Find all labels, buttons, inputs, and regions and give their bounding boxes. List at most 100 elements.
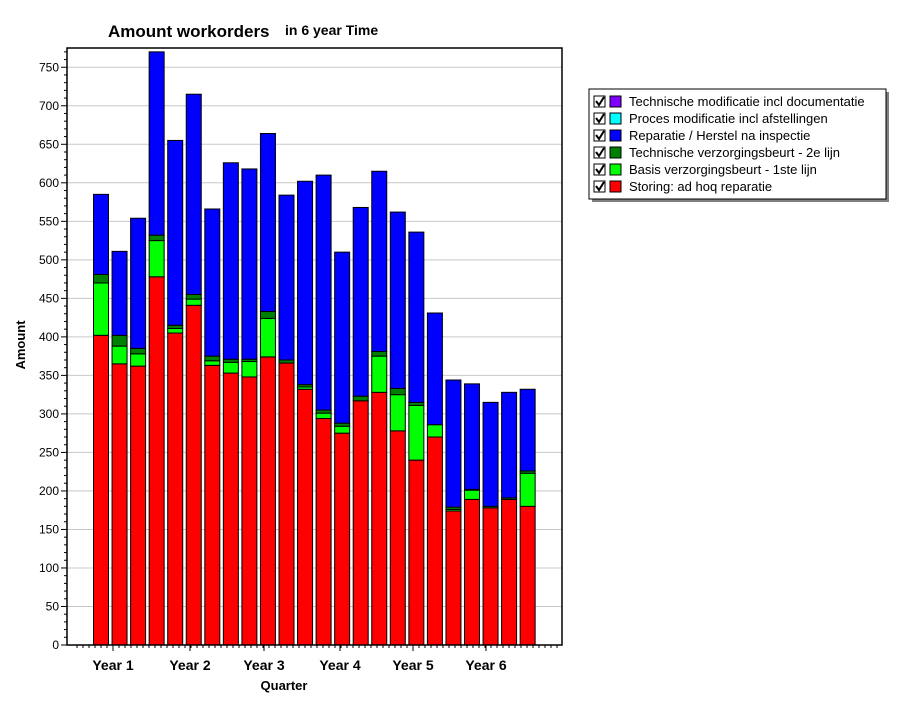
bar-segment: [167, 139, 184, 326]
bar-segment: [389, 211, 406, 389]
legend-label: Proces modificatie incl afstellingen: [629, 111, 828, 126]
checkmark-icon: [595, 96, 605, 107]
bar-segment: [371, 351, 388, 357]
bar-segment: [241, 361, 258, 378]
checkmark-icon: [595, 113, 605, 124]
legend-swatch: [609, 112, 622, 125]
bar-segment: [389, 430, 406, 646]
bar-segment: [148, 51, 165, 236]
legend-checkbox[interactable]: [593, 95, 606, 108]
bar-segment: [408, 404, 425, 461]
bar-segment: [130, 347, 147, 355]
bars: [93, 51, 536, 646]
bar-segment: [185, 298, 202, 306]
bar-segment: [148, 240, 165, 278]
legend-label: Storing: ad hoq reparatie: [629, 179, 772, 194]
bar-segment: [445, 379, 462, 508]
plot-frame: [66, 47, 563, 646]
chart-subtitle: in 6 year Time: [285, 22, 378, 38]
y-tick-label: 200: [39, 484, 59, 498]
legend-item[interactable]: Basis verzorgingsbeurt - 1ste lijn: [593, 162, 817, 177]
legend-item[interactable]: Storing: ad hoq reparatie: [593, 179, 772, 194]
bar-segment: [334, 432, 351, 646]
bar-segment: [93, 193, 109, 275]
legend-item[interactable]: Technische verzorgingsbeurt - 2e lijn: [593, 145, 840, 160]
legend-checkbox[interactable]: [593, 112, 606, 125]
x-tick-label: Year 6: [465, 657, 506, 673]
bar-segment: [408, 231, 425, 403]
bar-segment: [315, 174, 332, 411]
legend-swatch: [609, 180, 622, 193]
bar-segment: [389, 387, 406, 396]
bar-segment: [241, 376, 258, 646]
axes: 0 50 100 150 200 250 300 350 400 450 500 550 600 650 7…: [39, 47, 563, 673]
legend-label: Reparatie / Herstel na inspectie: [629, 128, 810, 143]
bar-segment: [464, 383, 480, 490]
bar-segment: [482, 401, 499, 507]
bar-segment: [501, 498, 518, 646]
bar-segment: [297, 388, 314, 646]
bar-segment: [93, 273, 109, 284]
bar-segment: [371, 170, 388, 353]
legend-checkbox[interactable]: [593, 180, 606, 193]
x-tick-label: Year 3: [243, 657, 284, 673]
legend-item[interactable]: Technische modificatie incl documentatie: [593, 94, 865, 109]
bar-segment: [334, 425, 351, 434]
bar-segment: [501, 391, 518, 499]
bar-segment: [278, 362, 295, 646]
legend-label: Technische modificatie incl documentatie: [629, 94, 865, 109]
y-tick-label: 250: [39, 445, 59, 459]
bar-segment: [352, 400, 369, 646]
bar-segment: [111, 334, 128, 347]
legend[interactable]: Technische modificatie incl documentatie…: [588, 88, 889, 202]
bar-segment: [389, 394, 406, 432]
legend-checkbox[interactable]: [593, 163, 606, 176]
bar-segment: [371, 355, 388, 393]
bar-segment: [148, 234, 165, 242]
legend-item[interactable]: Reparatie / Herstel na inspectie: [593, 128, 810, 143]
bar-segment: [259, 133, 276, 312]
bar-segment: [445, 510, 462, 646]
bar-segment: [352, 206, 369, 397]
checkmark-icon: [595, 147, 605, 158]
bar-segment: [130, 217, 147, 349]
bar-segment: [519, 388, 536, 472]
bar-segment: [185, 93, 202, 296]
bar-segment: [204, 355, 221, 362]
bar-segment: [167, 332, 184, 646]
bar-segment: [426, 424, 443, 438]
legend-checkbox[interactable]: [593, 146, 606, 159]
chart-title: Amount workorders: [108, 22, 270, 41]
bar-segment: [259, 356, 276, 646]
bar-segment: [464, 489, 480, 500]
y-tick-label: 450: [39, 291, 59, 305]
y-tick-label: 350: [39, 368, 59, 382]
legend-box: [588, 88, 887, 200]
bar-segment: [259, 317, 276, 358]
x-axis-label: Quarter: [261, 678, 308, 693]
y-tick-label: 0: [52, 638, 59, 652]
bar-segment: [111, 345, 128, 365]
bar-segment: [519, 505, 536, 646]
bar-segment: [241, 168, 258, 360]
y-tick-label: 150: [39, 522, 59, 536]
bar-segment: [315, 412, 332, 420]
legend-checkbox[interactable]: [593, 129, 606, 142]
bar-segment: [464, 498, 480, 646]
x-tick-label: Year 1: [92, 657, 133, 673]
y-tick-label: 700: [39, 99, 59, 113]
bar-segment: [315, 418, 332, 646]
x-tick-label: Year 4: [319, 657, 360, 673]
bar-segment: [222, 361, 239, 374]
bar-segment: [408, 459, 425, 646]
legend-label: Technische verzorgingsbeurt - 2e lijn: [629, 145, 840, 160]
legend-item[interactable]: Proces modificatie incl afstellingen: [593, 111, 828, 126]
bar-segment: [93, 334, 109, 646]
bar-segment: [297, 180, 314, 386]
y-tick-label: 300: [39, 407, 59, 421]
bar-segment: [352, 395, 369, 402]
y-tick-label: 50: [46, 599, 60, 613]
y-axis-label: Amount: [13, 320, 28, 370]
